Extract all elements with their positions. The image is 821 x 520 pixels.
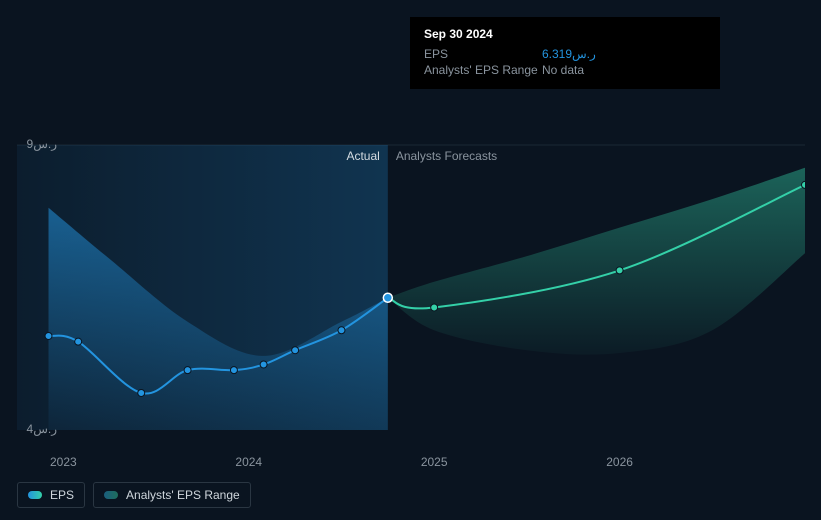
legend-item-eps[interactable]: EPS xyxy=(17,482,85,508)
chart-container: Sep 30 2024 EPSر.س6.319Analysts' EPS Ran… xyxy=(0,0,821,520)
section-label: Actual xyxy=(346,149,379,163)
tooltip: Sep 30 2024 EPSر.س6.319Analysts' EPS Ran… xyxy=(410,17,720,89)
legend-label-eps: EPS xyxy=(50,488,74,502)
legend-label-range: Analysts' EPS Range xyxy=(126,488,240,502)
tooltip-row-label: Analysts' EPS Range xyxy=(424,63,542,77)
tooltip-row: Analysts' EPS RangeNo data xyxy=(424,63,706,77)
x-axis-tick: 2023 xyxy=(50,455,77,469)
tooltip-row-value: ر.س6.319 xyxy=(542,47,596,61)
x-axis-tick: 2024 xyxy=(235,455,262,469)
legend-swatch-eps xyxy=(28,491,42,499)
y-axis-tick: ر.س9 xyxy=(27,137,57,151)
x-axis-tick: 2026 xyxy=(606,455,633,469)
plot-svg xyxy=(17,115,805,445)
tooltip-row: EPSر.س6.319 xyxy=(424,47,706,61)
section-label: Analysts Forecasts xyxy=(396,149,497,163)
legend-item-range[interactable]: Analysts' EPS Range xyxy=(93,482,251,508)
chart-area[interactable]: ActualAnalysts Forecastsر.س9ر.س420232024… xyxy=(17,115,805,460)
tooltip-date: Sep 30 2024 xyxy=(424,27,706,41)
tooltip-row-value: No data xyxy=(542,63,584,77)
x-axis-tick: 2025 xyxy=(421,455,448,469)
tooltip-row-label: EPS xyxy=(424,47,542,61)
y-axis-tick: ر.س4 xyxy=(27,422,57,436)
legend: EPS Analysts' EPS Range xyxy=(17,482,251,508)
legend-swatch-range xyxy=(104,491,118,499)
